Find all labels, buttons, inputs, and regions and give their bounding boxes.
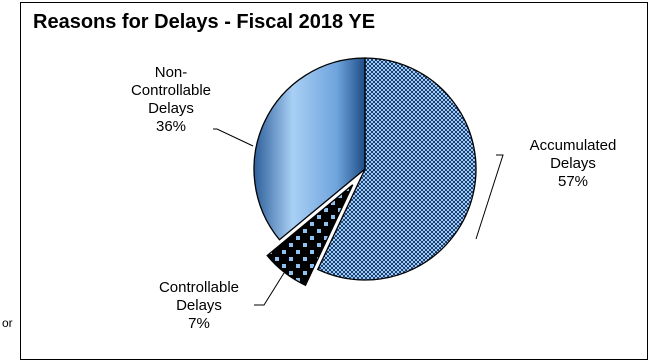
leader-line-1 <box>254 272 285 306</box>
slice-label-line: Delays <box>176 297 222 314</box>
slice-label-line: Delays <box>148 100 194 117</box>
slice-label-line: 57% <box>558 173 588 190</box>
slice-label-controllable-delays: Controllable Delays 7% <box>159 279 239 332</box>
chart-title: Reasons for Delays - Fiscal 2018 YE <box>33 11 376 33</box>
slice-label-line: Controllable <box>131 82 211 99</box>
pie-slice-non-controllable-delays <box>253 57 366 241</box>
chart-frame: Reasons for Delays - Fiscal 2018 YE Accu… <box>20 2 648 360</box>
pie-slice-controllable-delays <box>266 184 354 287</box>
stray-text: or <box>2 316 13 330</box>
leader-line-0 <box>475 154 504 240</box>
slice-label-line: 36% <box>156 118 186 135</box>
labels-layer: Accumulated Delays 57%Controllable Delays 7%… <box>131 64 616 332</box>
slice-label-line: Non- <box>155 64 188 81</box>
slice-label-non-controllable-delays: Non-Controllable Delays 36% <box>131 64 211 135</box>
slice-label-line: 7% <box>188 315 210 332</box>
slice-label-line: Delays <box>550 155 596 172</box>
pie-chart: Accumulated Delays 57%Controllable Delays 7%… <box>131 57 616 332</box>
slice-label-accumulated-delays: Accumulated Delays 57% <box>530 137 617 190</box>
leader-line-2 <box>213 128 254 147</box>
slices-layer <box>253 57 477 287</box>
pie-slice-accumulated-delays <box>316 57 477 281</box>
slice-label-line: Accumulated <box>530 137 617 154</box>
slice-label-line: Controllable <box>159 279 239 296</box>
